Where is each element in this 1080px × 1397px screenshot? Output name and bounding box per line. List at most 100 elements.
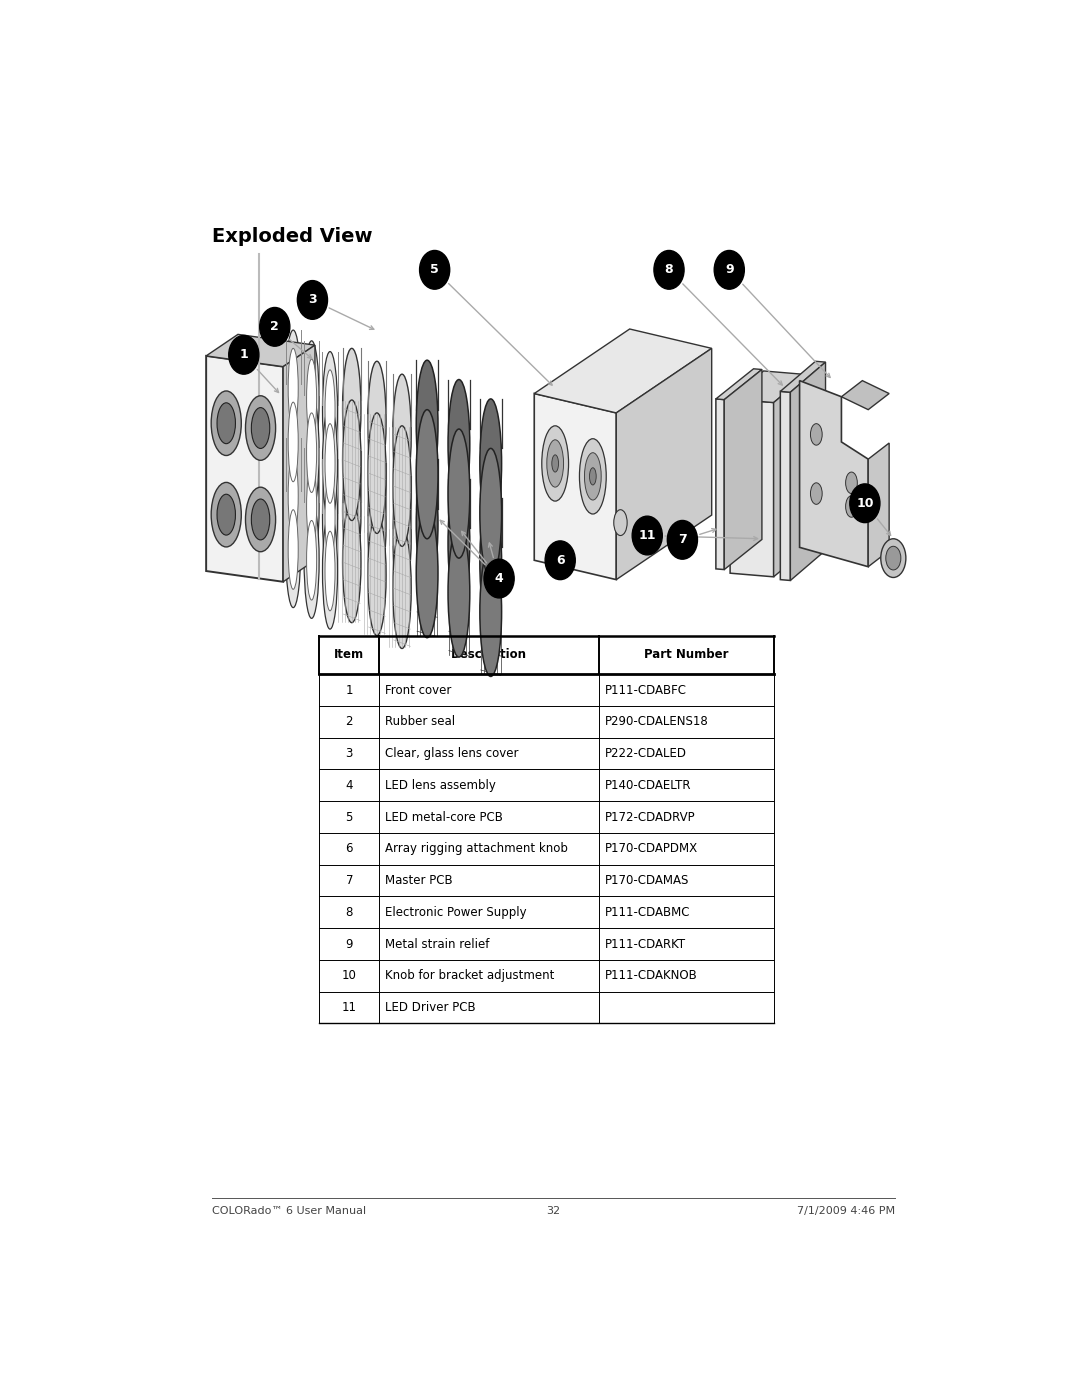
Ellipse shape bbox=[584, 453, 602, 500]
Text: 7/1/2009 4:46 PM: 7/1/2009 4:46 PM bbox=[797, 1206, 895, 1215]
Ellipse shape bbox=[245, 488, 275, 552]
Text: Description: Description bbox=[451, 648, 527, 661]
Text: P222-CDALED: P222-CDALED bbox=[605, 747, 687, 760]
Text: P111-CDABFC: P111-CDABFC bbox=[605, 683, 687, 697]
Text: P172-CDADRVP: P172-CDADRVP bbox=[605, 810, 696, 824]
Ellipse shape bbox=[342, 400, 361, 521]
Ellipse shape bbox=[367, 464, 387, 584]
Ellipse shape bbox=[325, 531, 335, 610]
Ellipse shape bbox=[613, 510, 627, 535]
Ellipse shape bbox=[367, 515, 387, 636]
Polygon shape bbox=[730, 400, 773, 577]
Ellipse shape bbox=[305, 341, 320, 457]
Ellipse shape bbox=[307, 467, 316, 546]
Polygon shape bbox=[841, 380, 889, 409]
Ellipse shape bbox=[212, 482, 241, 548]
Text: Rubber seal: Rubber seal bbox=[386, 715, 456, 728]
Ellipse shape bbox=[217, 495, 235, 535]
Ellipse shape bbox=[285, 330, 300, 446]
Ellipse shape bbox=[252, 499, 270, 539]
Ellipse shape bbox=[288, 402, 298, 482]
Ellipse shape bbox=[480, 400, 501, 528]
Text: LED metal-core PCB: LED metal-core PCB bbox=[386, 810, 503, 824]
Polygon shape bbox=[781, 362, 825, 393]
Text: LED lens assembly: LED lens assembly bbox=[386, 780, 496, 792]
Text: 6: 6 bbox=[556, 553, 565, 567]
Ellipse shape bbox=[846, 472, 858, 493]
Ellipse shape bbox=[367, 362, 387, 482]
Ellipse shape bbox=[252, 408, 270, 448]
Ellipse shape bbox=[886, 546, 901, 570]
Ellipse shape bbox=[846, 496, 858, 517]
Circle shape bbox=[297, 281, 327, 320]
Text: 8: 8 bbox=[346, 905, 353, 919]
Ellipse shape bbox=[342, 502, 361, 623]
Text: P111-CDAKNOB: P111-CDAKNOB bbox=[605, 970, 698, 982]
Text: 11: 11 bbox=[341, 1002, 356, 1014]
Text: Metal strain relief: Metal strain relief bbox=[386, 937, 489, 950]
Circle shape bbox=[484, 559, 514, 598]
Ellipse shape bbox=[448, 380, 470, 509]
Circle shape bbox=[545, 541, 576, 580]
Text: 5: 5 bbox=[346, 810, 353, 824]
Ellipse shape bbox=[448, 479, 470, 608]
Text: Exploded View: Exploded View bbox=[212, 226, 373, 246]
Ellipse shape bbox=[416, 409, 438, 539]
Polygon shape bbox=[725, 369, 761, 570]
Ellipse shape bbox=[305, 448, 320, 564]
Text: 10: 10 bbox=[342, 970, 356, 982]
Circle shape bbox=[667, 521, 698, 559]
Ellipse shape bbox=[552, 455, 558, 472]
Text: 3: 3 bbox=[346, 747, 353, 760]
Circle shape bbox=[714, 250, 744, 289]
Ellipse shape bbox=[393, 528, 411, 648]
Ellipse shape bbox=[393, 476, 411, 597]
Text: P170-CDAPDMX: P170-CDAPDMX bbox=[605, 842, 698, 855]
Polygon shape bbox=[206, 356, 283, 581]
Text: Front cover: Front cover bbox=[386, 683, 451, 697]
Circle shape bbox=[850, 483, 880, 522]
Ellipse shape bbox=[325, 423, 335, 503]
Ellipse shape bbox=[416, 360, 438, 489]
Text: 3: 3 bbox=[308, 293, 316, 306]
Ellipse shape bbox=[288, 455, 298, 535]
Ellipse shape bbox=[323, 352, 338, 468]
Polygon shape bbox=[283, 345, 315, 581]
Ellipse shape bbox=[325, 478, 335, 557]
Ellipse shape bbox=[480, 448, 501, 577]
Ellipse shape bbox=[285, 384, 300, 500]
Polygon shape bbox=[799, 380, 868, 567]
Text: 4: 4 bbox=[346, 780, 353, 792]
Text: 11: 11 bbox=[638, 529, 656, 542]
Text: P111-CDARKT: P111-CDARKT bbox=[605, 937, 686, 950]
Text: Clear, glass lens cover: Clear, glass lens cover bbox=[386, 747, 518, 760]
Text: P290-CDALENS18: P290-CDALENS18 bbox=[605, 715, 708, 728]
Text: Master PCB: Master PCB bbox=[386, 875, 453, 887]
Ellipse shape bbox=[448, 429, 470, 559]
Text: 1: 1 bbox=[240, 348, 248, 362]
Ellipse shape bbox=[305, 394, 320, 511]
Polygon shape bbox=[716, 400, 725, 570]
Text: Item: Item bbox=[334, 648, 364, 661]
Text: 7: 7 bbox=[678, 534, 687, 546]
Ellipse shape bbox=[307, 359, 316, 439]
Text: LED Driver PCB: LED Driver PCB bbox=[386, 1002, 476, 1014]
Text: COLORado™ 6 User Manual: COLORado™ 6 User Manual bbox=[212, 1206, 366, 1215]
Ellipse shape bbox=[245, 395, 275, 460]
Ellipse shape bbox=[305, 502, 320, 619]
Text: 32: 32 bbox=[546, 1206, 561, 1215]
Polygon shape bbox=[781, 391, 791, 581]
Text: 9: 9 bbox=[346, 937, 353, 950]
Ellipse shape bbox=[393, 374, 411, 495]
Ellipse shape bbox=[307, 521, 316, 601]
Ellipse shape bbox=[323, 513, 338, 629]
Ellipse shape bbox=[217, 402, 235, 444]
Ellipse shape bbox=[323, 460, 338, 576]
Ellipse shape bbox=[881, 539, 906, 577]
Polygon shape bbox=[791, 362, 825, 581]
Text: P170-CDAMAS: P170-CDAMAS bbox=[605, 875, 689, 887]
Ellipse shape bbox=[416, 509, 438, 637]
Circle shape bbox=[229, 335, 259, 374]
Ellipse shape bbox=[546, 440, 564, 488]
Ellipse shape bbox=[212, 391, 241, 455]
